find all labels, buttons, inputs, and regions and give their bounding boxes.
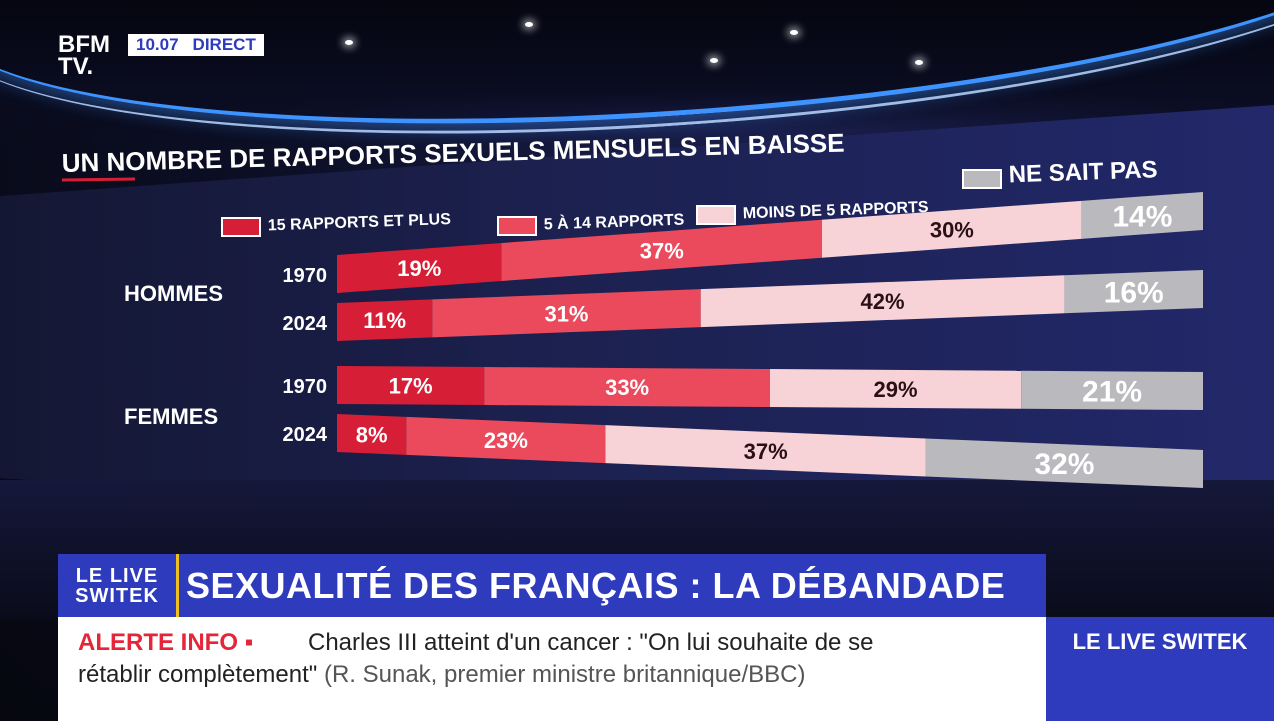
alert-label: ALERTE INFO ▪ bbox=[78, 629, 254, 656]
data-label: 21% bbox=[1082, 375, 1142, 408]
ceiling-light bbox=[790, 30, 798, 35]
side-panel-label: LE LIVE SWITEK bbox=[1072, 629, 1248, 654]
ceiling-light bbox=[345, 40, 353, 45]
data-label: 29% bbox=[874, 377, 918, 402]
live-time: 10.07 bbox=[136, 35, 179, 54]
data-label: 23% bbox=[484, 428, 528, 453]
alert-text-line2: rétablir complètement" (R. Sunak, premie… bbox=[78, 661, 805, 689]
headline-banner: LE LIVE SWITEK SEXUALITÉ DES FRANÇAIS : … bbox=[58, 554, 1046, 617]
bar-segment bbox=[484, 367, 770, 407]
legend-swatch bbox=[696, 205, 736, 225]
bar-segment bbox=[337, 366, 485, 406]
legend-label: NE SAIT PAS bbox=[1008, 156, 1158, 188]
year-label: 2024 bbox=[283, 313, 328, 335]
legend-swatch bbox=[497, 216, 537, 236]
alert-text-line1: Charles III atteint d'un cancer : "On lu… bbox=[308, 629, 874, 656]
side-panel: LE LIVE SWITEK bbox=[1046, 617, 1274, 721]
chart-title: UN NOMBRE DE RAPPORTS SEXUELS MENSUELS E… bbox=[61, 128, 845, 178]
data-label: 31% bbox=[544, 301, 588, 326]
legend-swatch bbox=[221, 217, 261, 237]
bar-segment bbox=[1021, 370, 1203, 410]
bar-segment bbox=[925, 438, 1203, 488]
bar-segment bbox=[432, 289, 701, 338]
bar-segment bbox=[337, 243, 502, 293]
studio-ceiling bbox=[0, 0, 1274, 130]
alert-source: (R. Sunak, premier ministre britannique/… bbox=[323, 661, 806, 688]
data-label: 37% bbox=[640, 238, 684, 263]
ceiling-light bbox=[525, 22, 533, 27]
headline-title: SEXUALITÉ DES FRANÇAIS : LA DÉBANDADE bbox=[186, 565, 1006, 606]
alert-text-line2-quote: rétablir complètement" bbox=[78, 661, 318, 688]
bar-segment bbox=[821, 200, 1082, 258]
data-label: 32% bbox=[1034, 448, 1094, 481]
live-time-badge: 10.07 DIRECT bbox=[128, 34, 264, 56]
year-label: 1970 bbox=[283, 265, 328, 287]
news-ticker: ALERTE INFO ▪ Charles III atteint d'un c… bbox=[58, 617, 1046, 721]
bar-segment bbox=[700, 275, 1065, 328]
bar-segment bbox=[1081, 192, 1203, 239]
bar-segment bbox=[406, 416, 606, 464]
title-underline bbox=[61, 177, 136, 182]
data-label: 16% bbox=[1104, 277, 1164, 310]
bar-segment bbox=[1064, 270, 1203, 314]
bar-segment bbox=[605, 425, 926, 477]
group-label: HOMMES bbox=[124, 281, 223, 306]
bar-segment bbox=[770, 369, 1022, 409]
bar-segment bbox=[501, 219, 822, 282]
live-label: DIRECT bbox=[192, 35, 256, 54]
show-logo-line2: SWITEK bbox=[75, 584, 159, 607]
bar-segment bbox=[337, 414, 407, 455]
ceiling-light bbox=[915, 60, 923, 65]
data-label: 37% bbox=[744, 439, 788, 464]
ceiling-light bbox=[710, 58, 718, 63]
data-label: 17% bbox=[389, 374, 433, 399]
year-label: 1970 bbox=[283, 376, 328, 398]
legend-swatch bbox=[962, 169, 1002, 189]
show-logo-line1: LE LIVE bbox=[75, 564, 159, 587]
group-label: FEMMES bbox=[124, 404, 218, 429]
data-label: 33% bbox=[605, 375, 649, 400]
data-label: 14% bbox=[1112, 200, 1172, 233]
data-label: 11% bbox=[363, 308, 406, 333]
data-label: 42% bbox=[861, 289, 905, 314]
bar-segment bbox=[337, 299, 433, 341]
data-label: 30% bbox=[930, 217, 974, 242]
data-label: 8% bbox=[356, 422, 388, 447]
year-label: 2024 bbox=[283, 424, 328, 446]
logo-line2: TV. bbox=[58, 53, 94, 80]
legend-label: 15 RAPPORTS ET PLUS bbox=[268, 211, 452, 234]
data-label: 19% bbox=[397, 256, 441, 281]
logo-line1: BFM bbox=[58, 31, 110, 58]
show-logo: LE LIVE SWITEK bbox=[58, 554, 179, 617]
channel-logo: BFM TV. bbox=[58, 31, 110, 80]
legend-label: 5 À 14 RAPPORTS bbox=[543, 209, 684, 233]
